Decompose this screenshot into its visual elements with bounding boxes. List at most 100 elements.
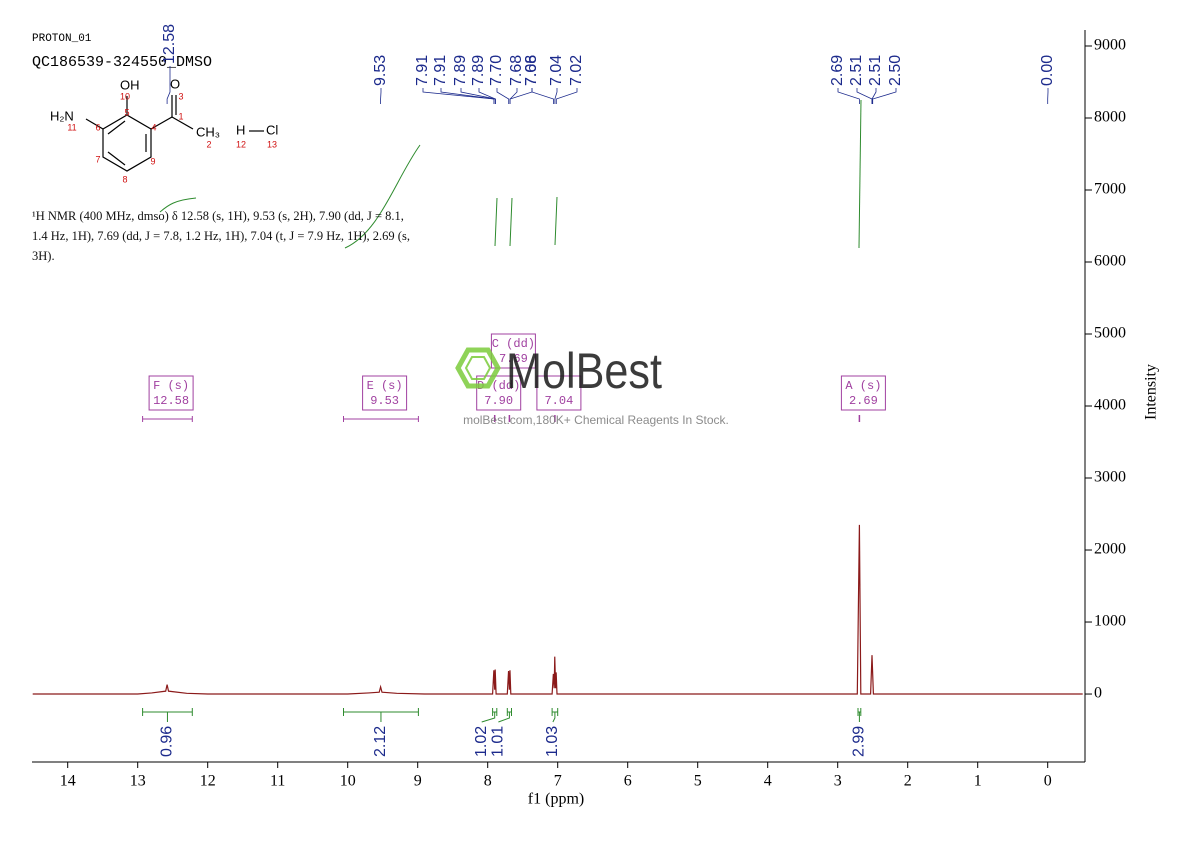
multiplet-box xyxy=(840,375,886,411)
peak-label: 7.02 xyxy=(568,55,585,86)
peak-label: 7.06 xyxy=(523,55,540,86)
y-tick-label: 2000 xyxy=(1094,541,1126,558)
multiplet-range xyxy=(142,416,193,422)
watermark: MolBest molBest.com,180K+ Chemical Reage… xyxy=(455,343,729,427)
peak-label: 7.91 xyxy=(432,55,449,86)
experiment-name: PROTON_01 xyxy=(32,33,92,45)
watermark-logo xyxy=(464,356,492,380)
marks: 14 13 12 11 10 9 8 7 6 5 4 3 2 1 001000200030004000500… xyxy=(32,24,1126,790)
bond xyxy=(107,151,126,166)
integral-curve xyxy=(509,197,513,247)
atom-number: 1 xyxy=(178,111,183,121)
multiplet-shift: 12.58 xyxy=(153,394,189,408)
description: ¹H NMR (400 MHz, dmso) δ 12.58 (s, 1H), … xyxy=(32,209,410,263)
peak-label: 7.89 xyxy=(470,55,487,86)
multiplet-shift: 9.53 xyxy=(370,394,399,408)
multiplet-shift: 7.90 xyxy=(484,394,513,408)
atom-number: 6 xyxy=(95,122,100,132)
integral-bracket xyxy=(343,708,419,722)
peak-connector xyxy=(531,88,554,104)
integral-bracket xyxy=(481,708,498,723)
integral-bracket xyxy=(498,708,512,723)
bond xyxy=(171,116,194,130)
y-tick-label: 6000 xyxy=(1094,253,1126,270)
y-tick-label: 0 xyxy=(1094,685,1102,702)
spectrum-line xyxy=(32,524,1083,695)
integral-bracket xyxy=(857,708,862,722)
integral-bracket xyxy=(142,708,193,722)
multiplet-shift: 7.69 xyxy=(499,352,528,366)
peak-connector xyxy=(872,88,897,104)
integral-label: 2.99 xyxy=(851,726,868,757)
atom: O xyxy=(170,76,180,91)
atom-number: 10 xyxy=(120,91,130,101)
y-tick-label: 1000 xyxy=(1094,613,1126,630)
integral-curve xyxy=(159,197,197,213)
x-tick-label: 13 xyxy=(130,773,146,790)
integral-curves xyxy=(159,99,862,249)
multiplet-shift: 7.04 xyxy=(544,394,573,408)
multiplet-box xyxy=(148,375,194,411)
x-tick-label: 14 xyxy=(60,773,76,790)
atom-number: 5 xyxy=(124,107,129,117)
multiplet-box xyxy=(362,375,408,411)
peak-label: 2.69 xyxy=(829,55,846,86)
multiplet-name: C (dd) xyxy=(492,337,535,351)
bond xyxy=(150,116,173,130)
peak-label: 7.04 xyxy=(548,55,565,86)
peak-connector xyxy=(478,88,496,104)
peak-label: 9.53 xyxy=(372,55,389,86)
x-tick-label: 6 xyxy=(624,773,632,790)
peak-connector xyxy=(555,88,578,104)
bond xyxy=(85,118,104,130)
atom-number: 9 xyxy=(150,156,155,166)
atom-number: 11 xyxy=(67,122,76,132)
atom: H₂N xyxy=(50,108,74,123)
multiplet-shift: 2.69 xyxy=(849,394,878,408)
x-tick-label: 9 xyxy=(414,773,422,790)
multiplet-box xyxy=(476,375,522,411)
multiplet-range xyxy=(343,416,419,422)
x-tick-label: 1 xyxy=(974,773,982,790)
atom-number: 3 xyxy=(178,91,183,101)
integral-curve xyxy=(554,196,558,246)
x-tick-label: 4 xyxy=(764,773,772,790)
atom-number: 7 xyxy=(95,154,100,164)
atom-number: 4 xyxy=(151,122,156,132)
x-tick-label: 11 xyxy=(270,773,285,790)
peak-connector xyxy=(496,88,510,104)
peak-connector xyxy=(440,88,495,104)
atom: OH xyxy=(120,77,140,92)
integral-curve xyxy=(494,197,498,247)
integral-label: 0.96 xyxy=(159,726,176,757)
x-tick-label: 8 xyxy=(484,773,492,790)
peak-label: 2.50 xyxy=(887,55,904,86)
integral-curve xyxy=(344,144,421,249)
peak-label: 0.00 xyxy=(1039,55,1056,86)
x-tick-label: 3 xyxy=(834,773,842,790)
peak-label: 7.89 xyxy=(452,55,469,86)
peak-connector xyxy=(871,88,877,104)
peak-label: 2.51 xyxy=(867,55,884,86)
y-tick-label: 4000 xyxy=(1094,397,1126,414)
watermark-brand: MolBest xyxy=(506,343,662,399)
watermark-tagline: molBest.com,180K+ Chemical Reagents In S… xyxy=(463,413,729,427)
atom: H xyxy=(236,122,245,137)
atom: CH₃ xyxy=(196,124,220,139)
peak-connector xyxy=(837,88,860,104)
y-tick-label: 5000 xyxy=(1094,325,1126,342)
peak-connector xyxy=(422,88,495,104)
peak-label: 7.91 xyxy=(414,55,431,86)
integral-label: 2.12 xyxy=(372,726,389,757)
peak-connector xyxy=(509,88,518,104)
x-tick-label: 12 xyxy=(200,773,216,790)
y-axis-label: Intensity xyxy=(1143,364,1160,420)
multiplet-name: E (s) xyxy=(367,379,403,393)
peak-label: 12.58 xyxy=(161,24,178,64)
peak-label: 7.70 xyxy=(488,55,505,86)
atom: Cl xyxy=(266,122,278,137)
integral-bracket xyxy=(551,708,559,723)
x-tick-label: 10 xyxy=(340,773,356,790)
